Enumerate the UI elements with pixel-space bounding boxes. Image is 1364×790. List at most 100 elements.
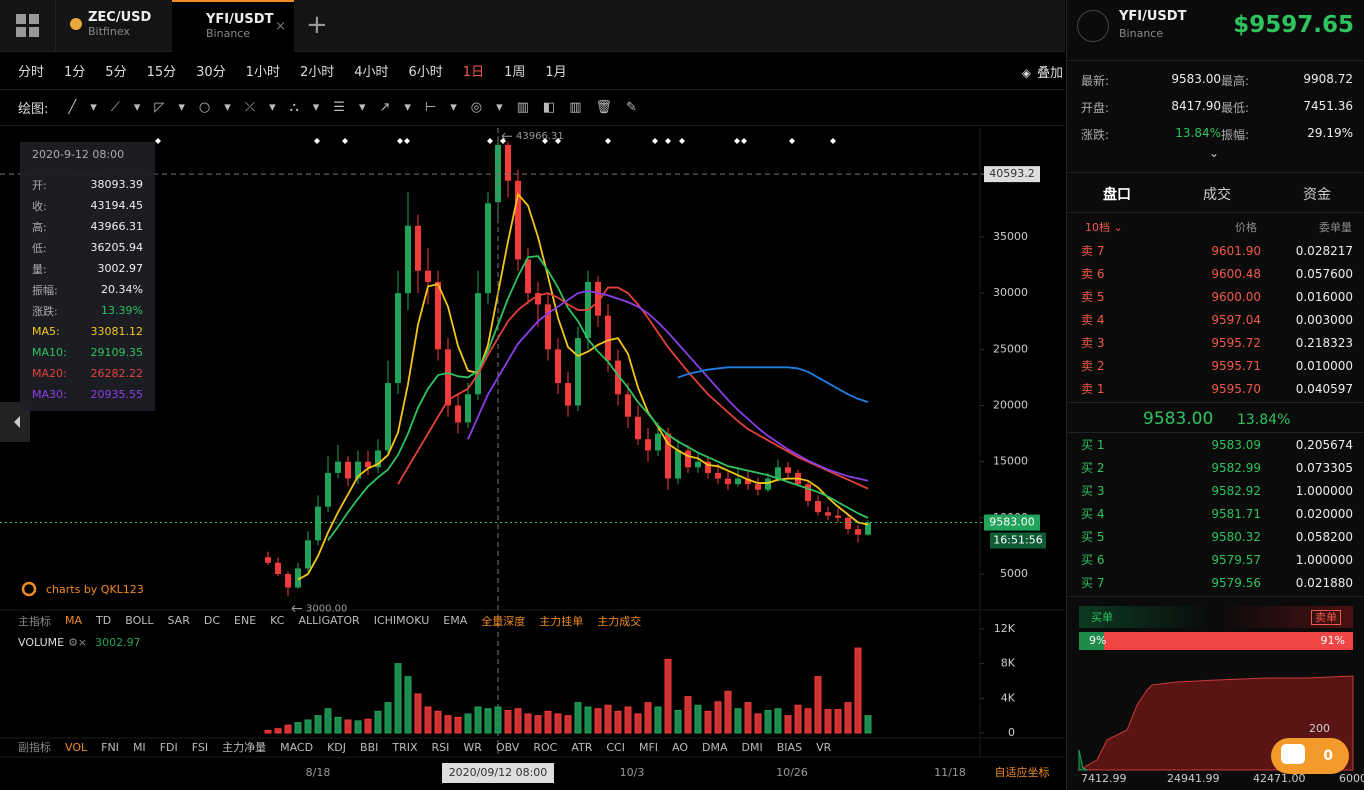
interval[interactable]: 15分 xyxy=(146,65,177,80)
draw-icons[interactable]: ╱▾⟋▾◸▾○▾⤫▾⛬▾☰▾↗▾⊢▾◎▾▥◧▥🗑✎ xyxy=(68,100,651,115)
candle-body xyxy=(855,529,861,535)
add-tab[interactable]: + xyxy=(306,10,328,40)
indicator[interactable]: ENE xyxy=(234,614,257,627)
divider xyxy=(1067,172,1364,173)
book-price: 9600.00 xyxy=(1211,289,1261,304)
tool[interactable]: ◈ 叠加 xyxy=(1022,62,1063,81)
indicator[interactable]: ALLIGATOR xyxy=(298,614,360,627)
signal-marker xyxy=(542,138,548,144)
volume-bar xyxy=(304,719,312,734)
tab-active[interactable]: YFI/USDT Binance × xyxy=(172,0,294,52)
buy-tab[interactable]: 买单 xyxy=(1079,606,1213,628)
indicator-extra[interactable]: 全量深度 xyxy=(481,614,526,628)
interval[interactable]: 分时 xyxy=(18,65,45,80)
info-label: 高: xyxy=(32,220,47,234)
stat-label: 涨跌: xyxy=(1081,128,1110,142)
interval[interactable]: 1月 xyxy=(545,65,567,80)
depth-select[interactable]: 10档 ⌄ xyxy=(1085,221,1123,234)
interval[interactable]: 2小时 xyxy=(299,65,335,80)
depth-ylabel: 200 xyxy=(1309,722,1330,735)
info-value: 43966.31 xyxy=(90,220,144,233)
indicator[interactable]: AO xyxy=(672,740,689,754)
indicator[interactable]: MFI xyxy=(638,740,659,754)
indicator[interactable]: SAR xyxy=(167,614,190,627)
interval[interactable]: 5分 xyxy=(105,65,127,80)
interval[interactable]: 1周 xyxy=(504,65,526,80)
indicator[interactable]: BOLL xyxy=(125,614,154,627)
indicator[interactable]: ROC xyxy=(533,740,558,754)
indicator[interactable]: 主力净量 xyxy=(222,741,267,754)
indicator[interactable]: KDJ xyxy=(327,740,347,754)
panel-tab[interactable]: 资金 xyxy=(1303,187,1331,203)
expand-icon[interactable]: ⌄ xyxy=(1209,146,1220,160)
candle-body xyxy=(275,562,281,575)
indicator[interactable]: WR xyxy=(463,740,482,754)
interval[interactable]: 6小时 xyxy=(408,65,443,80)
candle-body xyxy=(645,439,651,451)
book-qty: 0.028217 xyxy=(1295,243,1353,258)
sell-ratio xyxy=(1103,632,1353,650)
indicator[interactable]: ATR xyxy=(571,740,593,754)
volume-bar xyxy=(464,713,472,734)
candle-body xyxy=(685,450,691,468)
candle-body xyxy=(595,281,601,316)
indicator[interactable]: DC xyxy=(203,614,221,627)
auto-scale[interactable]: 自适应坐标 xyxy=(995,765,1050,779)
panel-tab[interactable]: 成交 xyxy=(1203,187,1231,203)
indicator[interactable]: ICHIMOKU xyxy=(373,614,430,627)
book-price: 9581.71 xyxy=(1211,506,1261,521)
tab[interactable]: ZEC/USD Bitfinex xyxy=(55,0,170,52)
indicator[interactable]: BBI xyxy=(360,740,379,754)
panel-tab[interactable]: 盘口 xyxy=(1103,187,1131,203)
indicator-extra[interactable]: 主力挂单 xyxy=(539,614,584,628)
candle-body xyxy=(725,478,731,485)
last-price-box xyxy=(984,514,1040,531)
indicator[interactable]: VOL xyxy=(65,740,88,754)
indicator[interactable]: MA xyxy=(65,614,83,627)
indicator[interactable]: MI xyxy=(132,740,146,754)
interval[interactable]: 30分 xyxy=(196,65,226,80)
candle-body xyxy=(665,433,671,479)
chat-button[interactable]: 0 xyxy=(1271,738,1349,774)
book-price: 9583.09 xyxy=(1211,437,1261,452)
close-icon[interactable]: × xyxy=(275,19,286,34)
interval[interactable]: 1分 xyxy=(64,65,86,80)
indicator[interactable]: OBV xyxy=(495,740,520,754)
ma-line xyxy=(467,289,869,482)
signal-marker xyxy=(397,138,403,144)
side-label: 卖 3 xyxy=(1081,336,1105,350)
book-qty: 0.003000 xyxy=(1295,312,1353,327)
sell-tab[interactable]: 卖单 xyxy=(1215,606,1353,628)
indicator[interactable]: RSI xyxy=(431,740,450,754)
stat-row: 最新: 9583.00 最高: 9908.72 xyxy=(1081,72,1353,89)
indicator[interactable]: FDI xyxy=(159,740,178,754)
book-qty: 0.218323 xyxy=(1295,335,1353,350)
volume-bar xyxy=(604,704,612,734)
indicator[interactable]: CCI xyxy=(606,740,625,754)
clock-box xyxy=(990,532,1046,549)
settings-icon[interactable]: ⚙× xyxy=(68,635,88,649)
indicator[interactable]: DMI xyxy=(741,740,763,754)
indicator[interactable]: MACD xyxy=(280,740,314,754)
stat-label: 振幅: xyxy=(1221,128,1250,142)
indicator[interactable]: KC xyxy=(270,614,285,627)
interval[interactable]: 1小时 xyxy=(245,65,280,80)
info-value: 33081.12 xyxy=(90,325,144,338)
indicator[interactable]: BIAS xyxy=(776,740,803,754)
interval[interactable]: 1日 xyxy=(462,65,485,80)
indicator-label: 主指标 xyxy=(18,614,51,628)
interval[interactable]: 4小时 xyxy=(354,65,389,80)
indicator[interactable]: DMA xyxy=(702,740,728,754)
clock: 16:51:56 xyxy=(993,534,1042,547)
indicator[interactable]: EMA xyxy=(443,614,468,627)
indicator[interactable]: VR xyxy=(816,740,832,754)
candle-body xyxy=(295,568,301,588)
candle-body xyxy=(435,281,441,350)
stat-value: 9583.00 xyxy=(1171,72,1221,86)
indicator[interactable]: TRIX xyxy=(392,740,418,754)
grid-icon[interactable] xyxy=(16,14,40,38)
indicator[interactable]: FSI xyxy=(191,740,209,754)
indicator[interactable]: TD xyxy=(96,614,112,627)
indicator-extra[interactable]: 主力成交 xyxy=(597,614,642,628)
indicator[interactable]: FNI xyxy=(101,740,119,754)
